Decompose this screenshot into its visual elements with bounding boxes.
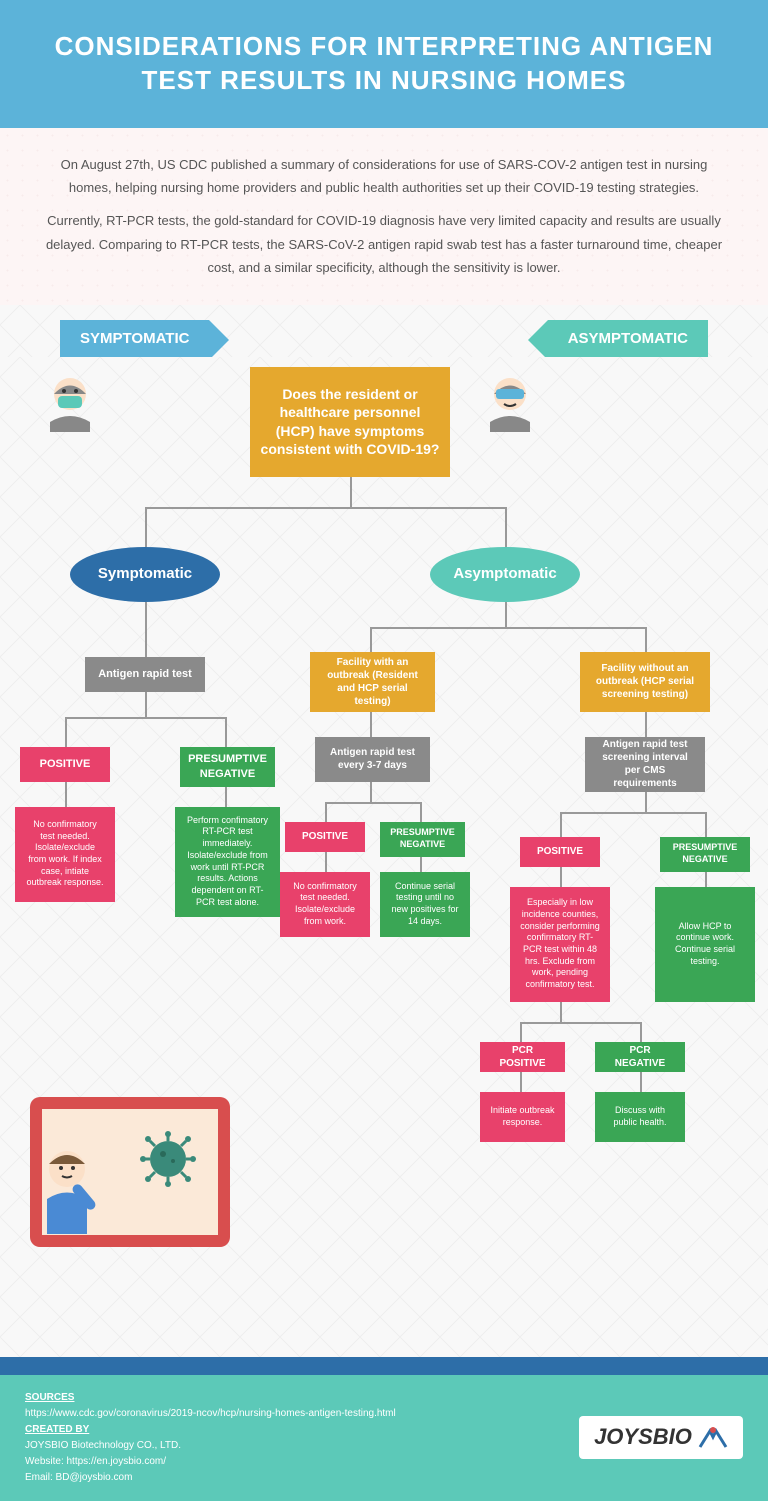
footer-info: SOURCES https://www.cdc.gov/coronavirus/… <box>25 1390 396 1486</box>
asym-out-negative-body: Continue serial testing until no new pos… <box>380 872 470 937</box>
teaching-illustration <box>30 1097 230 1247</box>
intro-p2: Currently, RT-PCR tests, the gold-standa… <box>40 209 728 279</box>
asymptomatic-tag: ASYMPTOMATIC <box>548 320 708 357</box>
asym-noout-negative-header: PRESUMPTIVE NEGATIVE <box>660 837 750 872</box>
pcr-positive-header: PCR POSITIVE <box>480 1042 565 1072</box>
facility-no-outbreak-node: Facility without an outbreak (HCP serial… <box>580 652 710 712</box>
symptomatic-node: Symptomatic <box>70 547 220 602</box>
asym-noout-positive-body: Especially in low incidence counties, co… <box>510 887 610 1002</box>
footer: SOURCES https://www.cdc.gov/coronavirus/… <box>0 1357 768 1501</box>
asym-out-positive-body: No confirmatory test needed. Isolate/exc… <box>280 872 370 937</box>
category-tags: SYMPTOMATIC ASYMPTOMATIC <box>0 305 768 357</box>
sym-negative-body: Perform confimatory RT-PCR test immediat… <box>175 807 280 917</box>
sources-heading: SOURCES <box>25 1390 396 1406</box>
asym-noout-positive-header: POSITIVE <box>520 837 600 867</box>
pcr-negative-body: Discuss with public health. <box>595 1092 685 1142</box>
asym-out-positive-header: POSITIVE <box>285 822 365 852</box>
intro-p1: On August 27th, US CDC published a summa… <box>40 153 728 200</box>
facility-outbreak-node: Facility with an outbreak (Resident and … <box>310 652 435 712</box>
antigen-rapid-test-node: Antigen rapid test <box>85 657 205 692</box>
asym-out-negative-header: PRESUMPTIVE NEGATIVE <box>380 822 465 857</box>
asymptomatic-node: Asymptomatic <box>430 547 580 602</box>
antigen-cms-node: Antigen rapid test screening interval pe… <box>585 737 705 792</box>
email: Email: BD@joysbio.com <box>25 1470 396 1486</box>
antigen-37-node: Antigen rapid test every 3-7 days <box>315 737 430 782</box>
sym-positive-body: No confirmatory test needed. Isolate/exc… <box>15 807 115 902</box>
created-heading: CREATED BY <box>25 1422 396 1438</box>
pcr-negative-header: PCR NEGATIVE <box>595 1042 685 1072</box>
virus-icon <box>138 1129 198 1203</box>
joysbio-logo: JOYSBIO <box>579 1416 743 1458</box>
asym-noout-negative-body: Allow HCP to continue work. Continue ser… <box>655 887 755 1002</box>
flowchart: Does the resident or healthcare personne… <box>0 357 768 1357</box>
intro-section: On August 27th, US CDC published a summa… <box>0 128 768 305</box>
pcr-positive-body: Initiate outbreak response. <box>480 1092 565 1142</box>
page-title: CONSIDERATIONS FOR INTERPRETING ANTIGEN … <box>0 0 768 128</box>
root-question: Does the resident or healthcare personne… <box>250 367 450 477</box>
symptomatic-tag: SYMPTOMATIC <box>60 320 209 357</box>
website: Website: https://en.joysbio.com/ <box>25 1454 396 1470</box>
created-by: JOYSBIO Biotechnology CO., LTD. <box>25 1438 396 1454</box>
masked-person-icon <box>40 372 100 444</box>
teacher-icon <box>27 1144 107 1250</box>
sym-positive-header: POSITIVE <box>20 747 110 782</box>
sources-url: https://www.cdc.gov/coronavirus/2019-nco… <box>25 1406 396 1422</box>
goggles-person-icon <box>480 372 540 444</box>
sym-negative-header: PRESUMPTIVE NEGATIVE <box>180 747 275 787</box>
